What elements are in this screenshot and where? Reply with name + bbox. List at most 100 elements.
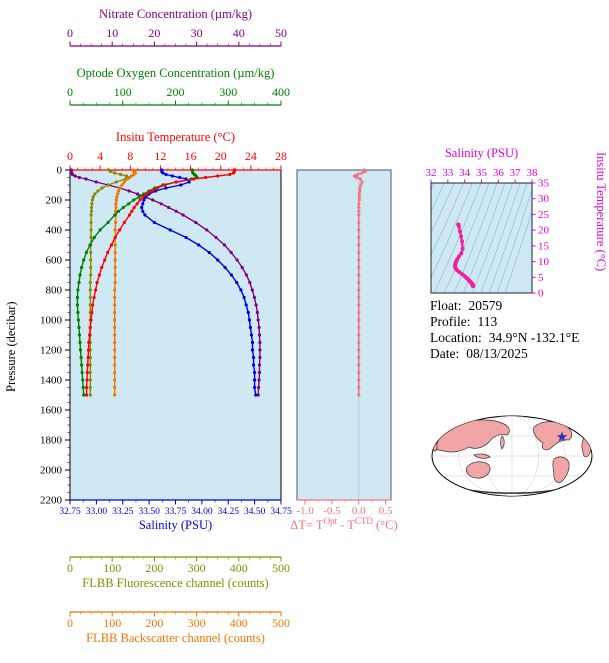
salinity-profile-point: [246, 310, 250, 315]
backscatter-profile-point: [115, 195, 119, 199]
delta-profile-point: [357, 205, 361, 210]
backscatter-profile-point: [113, 333, 117, 337]
temperature-profile-point: [130, 209, 134, 213]
nitrate-profile-point: [240, 265, 244, 270]
salinity-profile-point: [164, 186, 168, 190]
fluorescence-profile-point: [106, 183, 110, 187]
oxygen-profile-point: [77, 333, 82, 337]
pressure-tick-label: 200: [46, 195, 63, 207]
delta-profile-point: [357, 280, 361, 285]
salinity-profile-point: [235, 280, 239, 285]
pressure-tick-label: 1400: [40, 375, 63, 387]
fluorescence-profile-point: [88, 295, 92, 300]
delta-profile-point: [357, 288, 361, 292]
temperature-profile-point: [87, 340, 91, 345]
density-contour: [488, 183, 528, 293]
temperature-profile-point: [155, 186, 159, 190]
temperature-profile-point: [106, 250, 110, 255]
nitrate-profile-point: [257, 333, 262, 337]
backscatter-profile-point: [113, 228, 117, 232]
salinity-profile-point: [184, 235, 188, 240]
salinity-tick-label: 34.00: [191, 507, 213, 517]
fluorescence-profile-point: [89, 220, 93, 225]
backscatter-profile-point: [113, 393, 117, 397]
nitrate-tick-label: 40: [233, 26, 245, 40]
oxygen-profile-point: [88, 243, 92, 247]
salinity-tick-label: 33.25: [112, 507, 134, 517]
temperature-tick-label: 24: [245, 149, 257, 163]
salinity-profile-point: [253, 378, 257, 382]
salinity-profile-point: [161, 171, 165, 175]
nitrate-profile-point: [235, 258, 239, 262]
pressure-tick-label: 1600: [40, 405, 63, 417]
main-chart-axes: 0200400600800100012001400160018002000220…: [40, 26, 292, 630]
fluorescence-profile-point: [93, 192, 97, 196]
oxygen-profile-point: [80, 363, 84, 367]
temperature-profile-point: [94, 288, 98, 292]
oxygen-profile-point: [121, 205, 125, 210]
density-contour: [453, 183, 498, 293]
nitrate-profile-point: [256, 393, 260, 397]
backscatter-profile-point: [113, 355, 117, 360]
salinity-profile-point: [229, 273, 233, 277]
temperature-profile-point: [85, 393, 89, 397]
temperature-profile-point: [138, 198, 142, 202]
backscatter-profile-point: [113, 273, 117, 277]
delta-profile-point: [357, 195, 361, 199]
backscatter-profile-point: [113, 250, 117, 255]
fluorescence-profile-point: [88, 393, 92, 397]
delta-profile-point: [357, 333, 361, 337]
temperature-profile-point: [103, 258, 107, 262]
backscatter-tick-label: 0: [67, 616, 73, 630]
salinity-profile-point: [253, 370, 257, 375]
continent: [569, 418, 583, 427]
ts-curve-point: [460, 246, 465, 251]
nitrate-profile-point: [205, 228, 209, 232]
continent: [552, 456, 570, 483]
pressure-tick-label: 400: [46, 225, 63, 237]
salinity-profile-point: [168, 228, 172, 232]
ts-temperature-tick-label: 20: [538, 225, 550, 237]
fluorescence-profile-point: [89, 228, 93, 232]
salinity-profile-point: [207, 250, 211, 255]
backscatter-profile-point: [114, 202, 118, 206]
fluorescence-profile-point: [89, 235, 93, 240]
delta-profile-point: [357, 213, 361, 217]
ts-curve-point: [458, 229, 462, 234]
backscatter-profile-point: [113, 265, 117, 270]
fluorescence-profile-point: [113, 171, 117, 175]
delta-profile-point: [359, 183, 363, 187]
oxygen-profile-point: [78, 340, 82, 345]
salinity-profile-point: [216, 258, 220, 262]
ts-salinity-axis-title: Salinity (PSU): [445, 146, 518, 160]
fluorescence-profile-point: [124, 174, 129, 178]
delta-tick-label: -1.0: [296, 505, 314, 517]
backscatter-profile-point: [113, 348, 117, 352]
oxygen-tick-label: 100: [114, 85, 132, 99]
ts-salinity-tick-label: 34: [459, 167, 471, 179]
temperature-profile-point: [100, 265, 104, 270]
temperature-tick-label: 28: [275, 149, 287, 163]
oxygen-tick-label: 0: [67, 85, 73, 99]
salinity-profile-point: [140, 205, 144, 210]
ts-temperature-tick-label: 0: [538, 288, 544, 300]
backscatter-profile-point: [113, 370, 117, 375]
salinity-profile-point: [141, 209, 145, 213]
temperature-profile-point: [97, 273, 101, 277]
delta-profile-point: [357, 385, 361, 390]
temperature-profile-point: [90, 310, 94, 315]
backscatter-profile-point: [125, 177, 129, 181]
ts-curve-point: [456, 224, 461, 229]
delta-profile-point: [357, 310, 361, 315]
nitrate-profile-point: [77, 175, 81, 180]
nitrate-profile-point: [254, 303, 258, 307]
nitrate-profile-point: [255, 310, 259, 315]
oxygen-profile-point: [127, 202, 131, 206]
temperature-axis-title: Insitu Temperature (°C): [116, 130, 235, 144]
nitrate-profile-point: [167, 205, 171, 210]
temperature-profile-point: [86, 363, 90, 367]
salinity-profile-point: [248, 325, 252, 330]
ts-salinity-tick-label: 35: [476, 167, 488, 179]
